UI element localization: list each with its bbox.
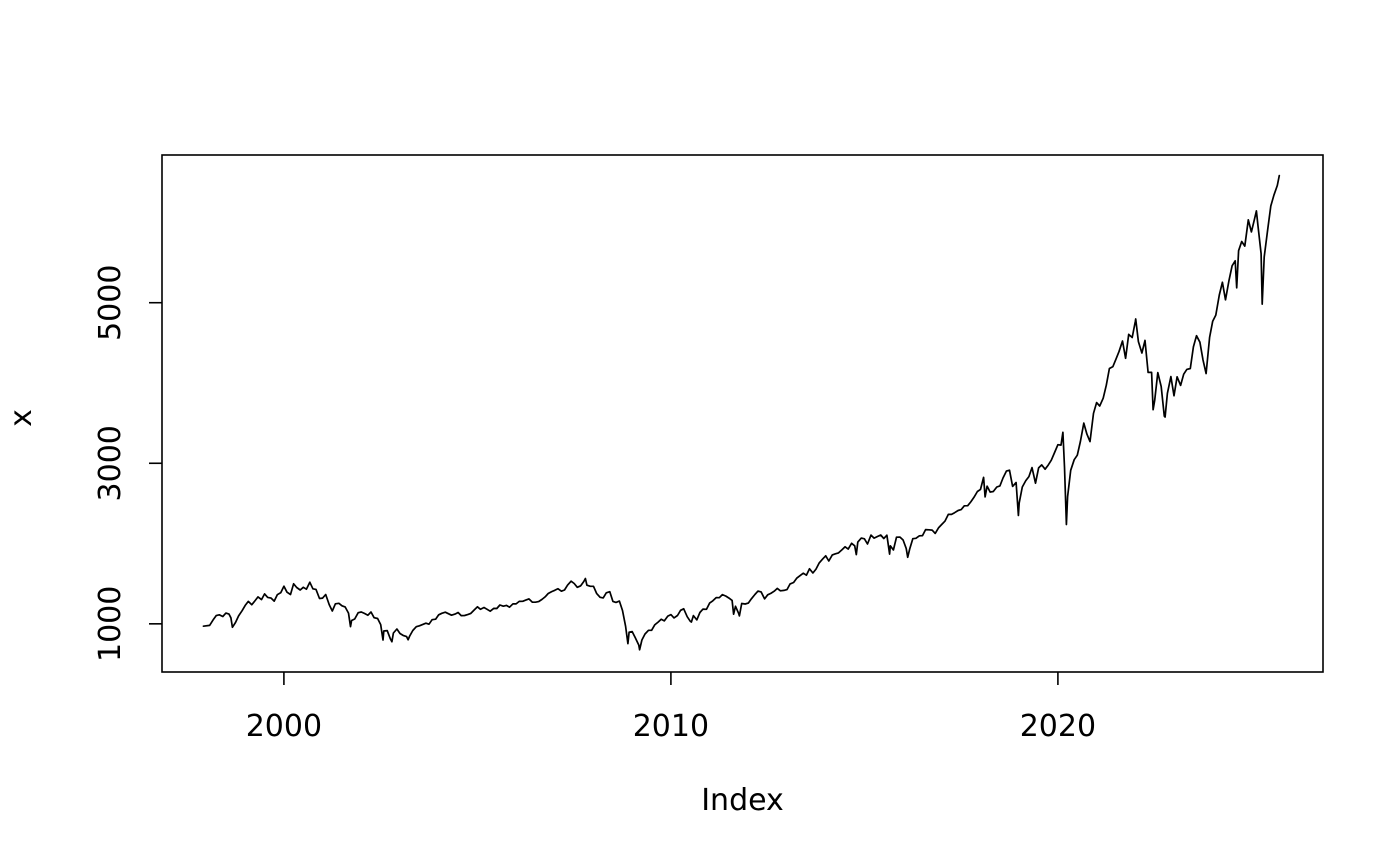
- plot-border: [161, 154, 1324, 673]
- series-line: [202, 174, 1281, 651]
- y-tick-label: 5000: [93, 265, 128, 341]
- x-tick-label: 2000: [246, 709, 322, 744]
- y-tick-label: 3000: [93, 425, 128, 501]
- y-tick-label: 1000: [93, 586, 128, 662]
- x-axis-title: Index: [701, 783, 784, 818]
- x-tick-label: 2020: [1020, 709, 1096, 744]
- x-tick-label: 2010: [633, 709, 709, 744]
- y-axis-title: x: [3, 409, 39, 427]
